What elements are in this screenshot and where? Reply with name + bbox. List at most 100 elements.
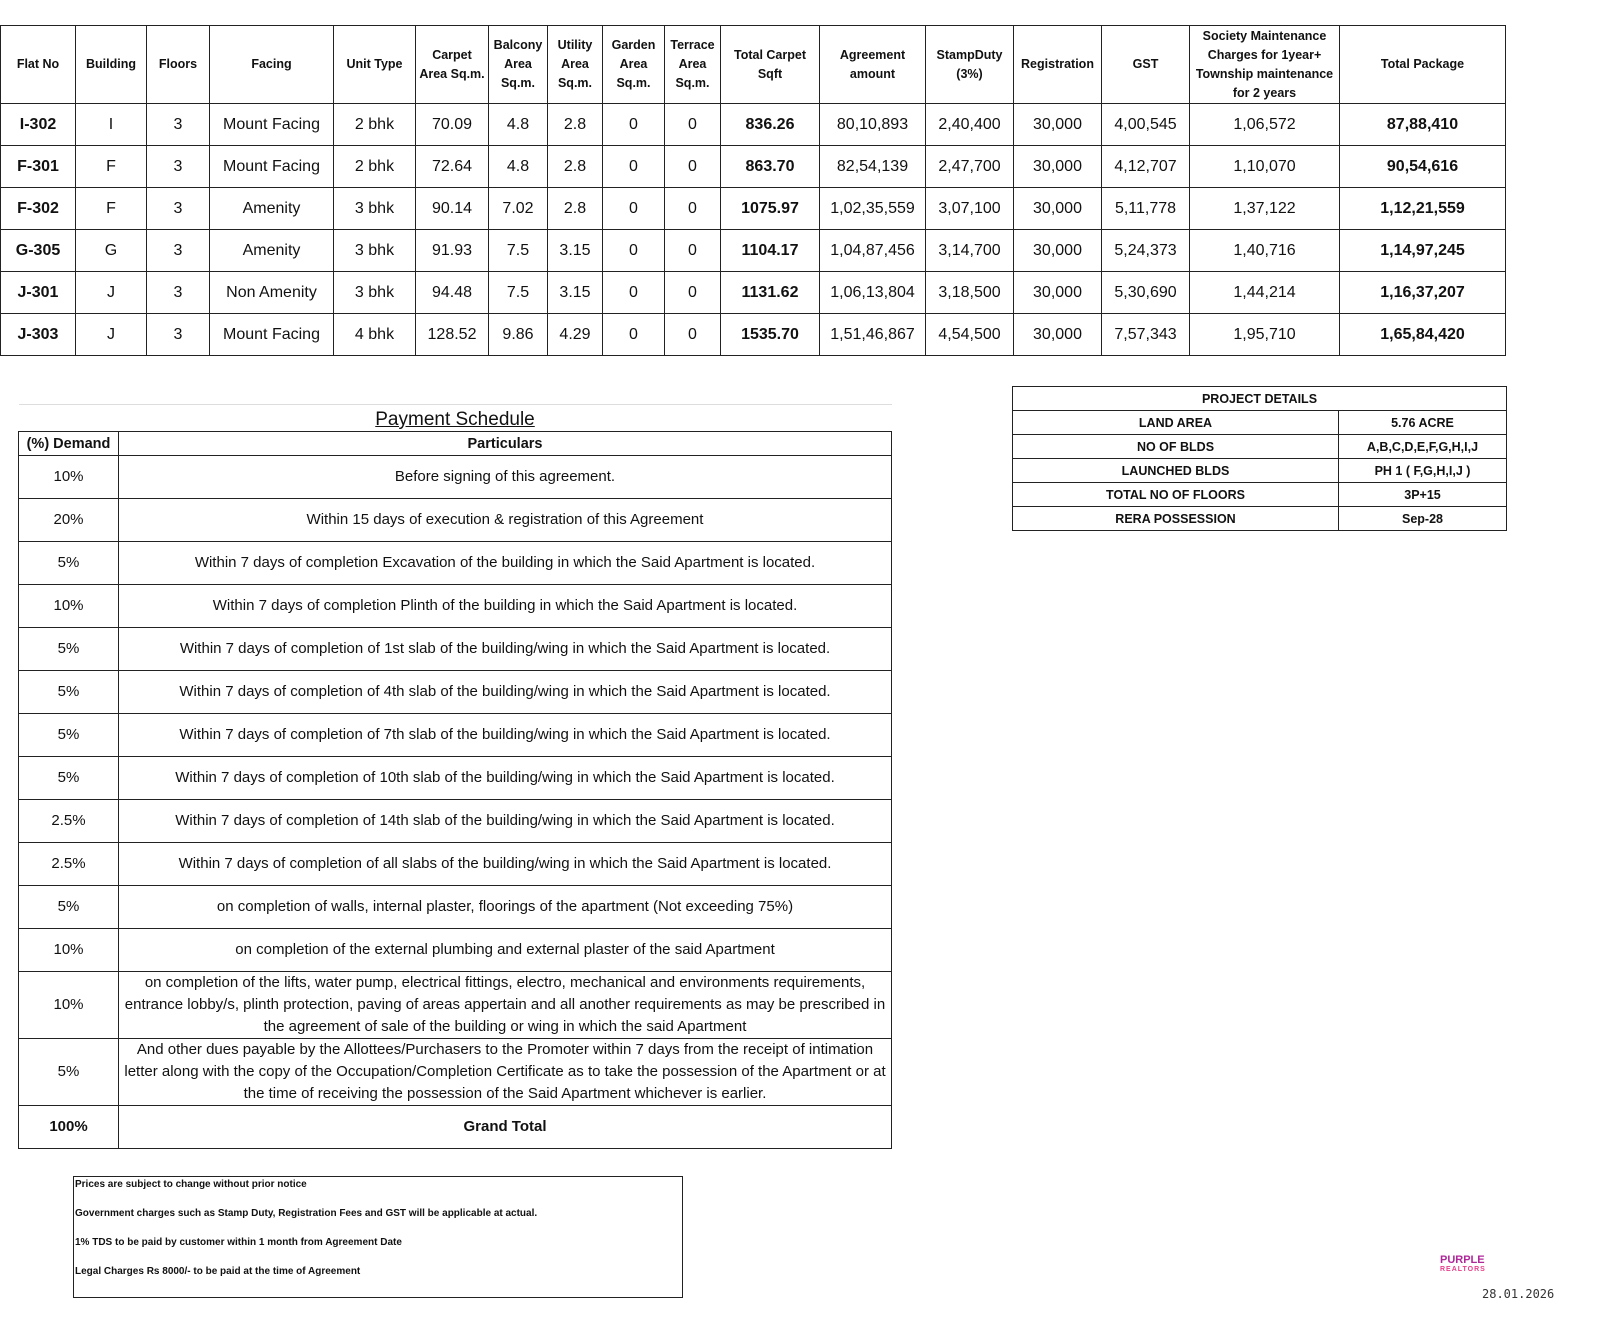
table-cell: Amenity — [209, 187, 334, 230]
table-cell: I — [75, 103, 147, 146]
table-cell: Within 7 days of completion of 10th slab… — [118, 756, 892, 800]
table-cell: 70.09 — [415, 103, 489, 146]
table-cell: 3 — [146, 271, 210, 314]
table-cell: 2,40,400 — [925, 103, 1014, 146]
table-cell: 2.8 — [547, 145, 603, 188]
table-cell: Amenity — [209, 229, 334, 272]
table-cell: 90,54,616 — [1339, 145, 1506, 188]
table-cell: 5% — [18, 713, 119, 757]
title-row: Payment Schedule — [18, 404, 892, 432]
table-cell: 0 — [602, 145, 665, 188]
table-cell: F — [75, 145, 147, 188]
notes: Prices are subject to change without pri… — [73, 1176, 683, 1298]
table-cell: 5,24,373 — [1101, 229, 1190, 272]
table-cell: Within 7 days of completion of 1st slab … — [118, 627, 892, 671]
table-cell: 30,000 — [1013, 187, 1102, 230]
table-cell: 1,40,716 — [1189, 229, 1340, 272]
table-cell: on completion of the external plumbing a… — [118, 928, 892, 972]
table-row: 5% Within 7 days of completion Excavation… — [18, 541, 892, 585]
column-header: Garden Area Sq.m. — [602, 25, 665, 104]
header-row: Flat No Building Floors Facing Unit Type Carp… — [0, 25, 1506, 104]
table-cell: Sep-28 — [1338, 506, 1507, 531]
table-cell: 10% — [18, 928, 119, 972]
table-cell: G — [75, 229, 147, 272]
table-row: 5% Within 7 days of completion of 7th sla… — [18, 713, 892, 757]
table-cell: 4 bhk — [333, 313, 416, 356]
table-cell: Within 7 days of completion Excavation o… — [118, 541, 892, 585]
table-cell: 0 — [664, 271, 721, 314]
table-cell: J — [75, 313, 147, 356]
table-row: 10% on completion of the external plumbin… — [18, 928, 892, 972]
table-cell: 5% — [18, 541, 119, 585]
table-cell: 863.70 — [720, 145, 820, 188]
column-header: Carpet Area Sq.m. — [415, 25, 489, 104]
column-header: Total Package — [1339, 25, 1506, 104]
logo: PURPLE REALTORS — [1440, 1255, 1540, 1274]
table-cell: 1,14,97,245 — [1339, 229, 1506, 272]
table-cell: G-305 — [0, 229, 76, 272]
table-row: G-305 G 3 Amenity 3 bhk 91.93 7.5 3.15 0 0 1104.17… — [0, 229, 1506, 272]
table-cell: 0 — [664, 229, 721, 272]
table-cell: 5% — [18, 627, 119, 671]
table-cell: 2 bhk — [333, 103, 416, 146]
table-cell: 2 bhk — [333, 145, 416, 188]
table-cell: 4,54,500 — [925, 313, 1014, 356]
table-cell: Grand Total — [118, 1105, 892, 1149]
table-cell: 0 — [664, 145, 721, 188]
table-cell: on completion of walls, internal plaster… — [118, 885, 892, 929]
table-row: LAUNCHED BLDS PH 1 ( F,G,H,I,J ) — [1012, 458, 1507, 483]
table-cell: 20% — [18, 498, 119, 542]
note: Prices are subject to change without pri… — [75, 1179, 307, 1190]
table-cell: 0 — [602, 103, 665, 146]
column-header: Building — [75, 25, 147, 104]
table-cell: 10% — [18, 971, 119, 1039]
table-row: 10% on completion of the lifts, water pum… — [18, 971, 892, 1039]
table-row: F-301 F 3 Mount Facing 2 bhk 72.64 4.8 2.8 0 0 863… — [0, 145, 1506, 188]
table-cell: Within 7 days of completion of 4th slab … — [118, 670, 892, 714]
project-details: PROJECT DETAILS LAND AREA 5.76 ACRE NO OF B… — [1012, 386, 1507, 531]
table-cell: 3 — [146, 145, 210, 188]
table-cell: 128.52 — [415, 313, 489, 356]
column-header: Society Maintenance Charges for 1year+ T… — [1189, 25, 1340, 104]
table-cell: 7.5 — [488, 229, 548, 272]
table-cell: 1131.62 — [720, 271, 820, 314]
table-cell: 3.15 — [547, 229, 603, 272]
table-cell: 1,06,13,804 — [819, 271, 926, 314]
table-cell: PH 1 ( F,G,H,I,J ) — [1338, 458, 1507, 483]
column-header: Facing — [209, 25, 334, 104]
table-cell: Within 15 days of execution & registrati… — [118, 498, 892, 542]
table-cell: 836.26 — [720, 103, 820, 146]
note: 1% TDS to be paid by customer within 1 m… — [75, 1237, 402, 1248]
table-cell: I-302 — [0, 103, 76, 146]
table-row: J-303 J 3 Mount Facing 4 bhk 128.52 9.86 4.29 0 0… — [0, 313, 1506, 356]
header-row: (%) Demand Particulars — [18, 431, 892, 456]
table-cell: 3 — [146, 103, 210, 146]
table-cell: RERA POSSESSION — [1012, 506, 1339, 531]
section-title: Payment Schedule — [18, 404, 892, 432]
table-cell: 3P+15 — [1338, 482, 1507, 507]
table-cell: 30,000 — [1013, 271, 1102, 314]
table-cell: Mount Facing — [209, 313, 334, 356]
table-row: 5% on completion of walls, internal plast… — [18, 885, 892, 929]
table-cell: on completion of the lifts, water pump, … — [118, 971, 892, 1039]
table-row: J-301 J 3 Non Amenity 3 bhk 94.48 7.5 3.15 0 0 113… — [0, 271, 1506, 314]
table-cell: TOTAL NO OF FLOORS — [1012, 482, 1339, 507]
table-row: 10% Before signing of this agreement. — [18, 455, 892, 499]
table-row: 2.5% Within 7 days of completion of 14th … — [18, 799, 892, 843]
section-title: PROJECT DETAILS — [1012, 386, 1507, 411]
table-cell: 80,10,893 — [819, 103, 926, 146]
table-cell: 1104.17 — [720, 229, 820, 272]
table-row: 5% And other dues payable by the Allottee… — [18, 1038, 892, 1106]
table-cell: NO OF BLDS — [1012, 434, 1339, 459]
table-cell: 9.86 — [488, 313, 548, 356]
table-cell: Within 7 days of completion of 7th slab … — [118, 713, 892, 757]
table-cell: 3,07,100 — [925, 187, 1014, 230]
table-cell: 30,000 — [1013, 313, 1102, 356]
table-row: RERA POSSESSION Sep-28 — [1012, 506, 1507, 531]
header-row: PROJECT DETAILS — [1012, 386, 1507, 411]
table-cell: 4.29 — [547, 313, 603, 356]
table-cell: 4,00,545 — [1101, 103, 1190, 146]
logo-subtext: REALTORS — [1440, 1266, 1486, 1273]
table-cell: 30,000 — [1013, 103, 1102, 146]
